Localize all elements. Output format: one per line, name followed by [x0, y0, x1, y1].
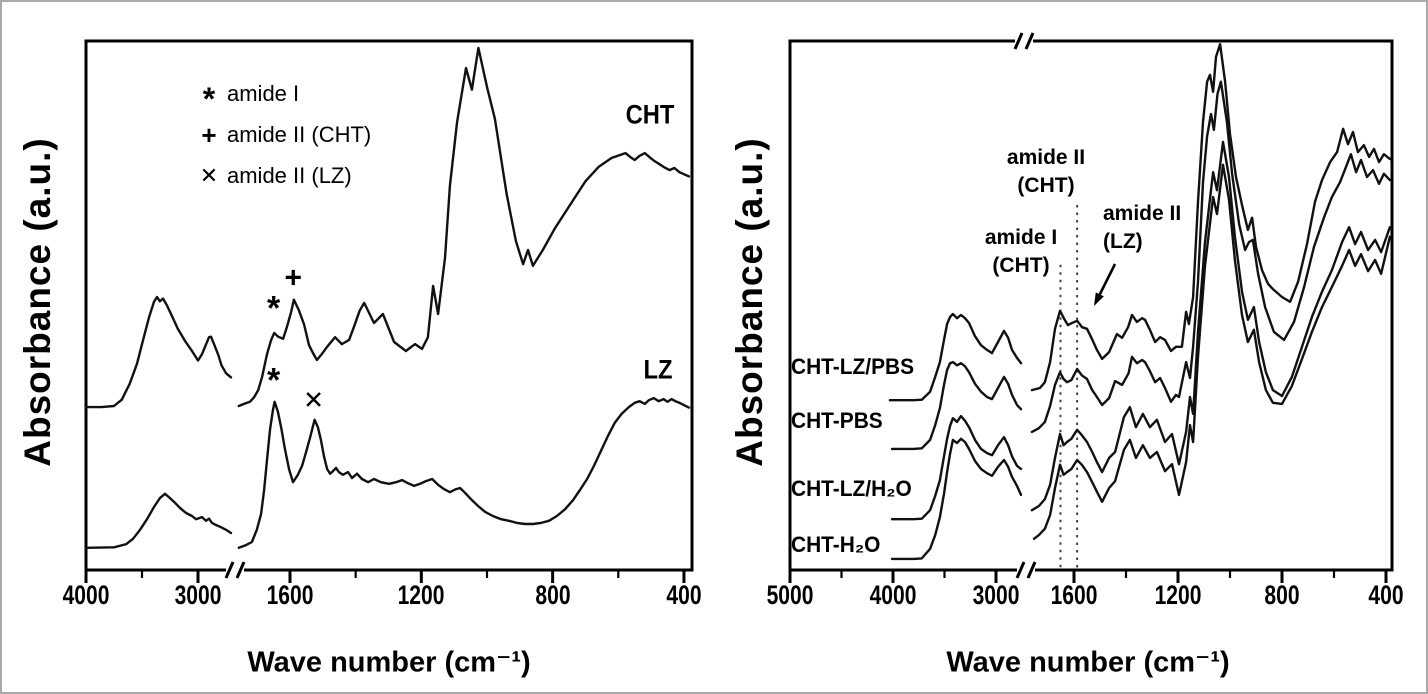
- annotation-line: amide II: [1006, 146, 1086, 169]
- x-tick-label: 3000: [174, 580, 222, 610]
- left-x-axis-title: Wave number (cm⁻¹): [247, 646, 531, 679]
- curve-label-cht-lz-pbs: CHT-LZ/PBS: [791, 354, 915, 379]
- annotation-amide-2-lz: amide II (LZ): [1103, 200, 1181, 256]
- x-tick-label: 1200: [1154, 580, 1202, 610]
- legend-label: amide I: [227, 81, 300, 106]
- x-tick-label: 800: [1264, 580, 1300, 610]
- curve-label-cht-lz-h2o: CHT-LZ/H₂O: [791, 476, 912, 501]
- annotation-amide-1-cht: amide I (CHT): [985, 224, 1057, 280]
- x-tick-label: 4000: [869, 580, 917, 610]
- annotation-line: (CHT): [992, 254, 1050, 277]
- annotation-line: (LZ): [1103, 230, 1143, 253]
- annotation-amide-2-cht: amide II (CHT): [1007, 144, 1085, 200]
- annotation-line: (CHT): [1017, 174, 1075, 197]
- x-tick-label: 3000: [972, 580, 1020, 610]
- legend-item-amide-2-lz: ✕ amide II (LZ): [198, 162, 352, 190]
- legend-item-amide-2-cht: + amide II (CHT): [198, 121, 371, 149]
- x-tick-label: 1600: [1050, 580, 1098, 610]
- x-tick-label: 5000: [766, 580, 814, 610]
- x-tick-label: 1600: [266, 580, 314, 610]
- legend-label: amide II (LZ): [227, 163, 352, 188]
- left-y-axis-title: Absorbance (a.u.): [17, 137, 58, 467]
- asterisk-marker-icon: *: [202, 81, 216, 117]
- legend-label: amide II (CHT): [227, 122, 372, 147]
- cross-peak-marker: ✕: [303, 386, 325, 415]
- x-tick-label: 4000: [62, 580, 110, 610]
- x-tick-label: 800: [535, 580, 571, 610]
- curve-label-lz: LZ: [643, 354, 673, 385]
- plus-marker-icon: +: [201, 120, 217, 150]
- x-tick-label: 1200: [397, 580, 445, 610]
- cross-marker-icon: ✕: [199, 163, 219, 188]
- curve-label-cht-h2o: CHT-H₂O: [791, 532, 881, 557]
- x-tick-label: 400: [666, 580, 702, 610]
- asterisk-peak-marker: *: [266, 289, 281, 328]
- right-y-axis-title: Absorbance (a.u.): [729, 137, 770, 467]
- x-tick-label: 400: [1368, 580, 1404, 610]
- right-x-axis-title: Wave number (cm⁻¹): [946, 646, 1230, 679]
- curve-label-cht: CHT: [625, 99, 675, 130]
- annotation-line: amide II: [1103, 202, 1182, 225]
- plus-peak-marker: +: [284, 261, 303, 295]
- curve-label-cht-pbs: CHT-PBS: [791, 408, 883, 433]
- asterisk-peak-marker: *: [266, 361, 281, 400]
- legend-item-amide-1: * amide I: [198, 80, 300, 117]
- annotation-line: amide I: [984, 226, 1058, 249]
